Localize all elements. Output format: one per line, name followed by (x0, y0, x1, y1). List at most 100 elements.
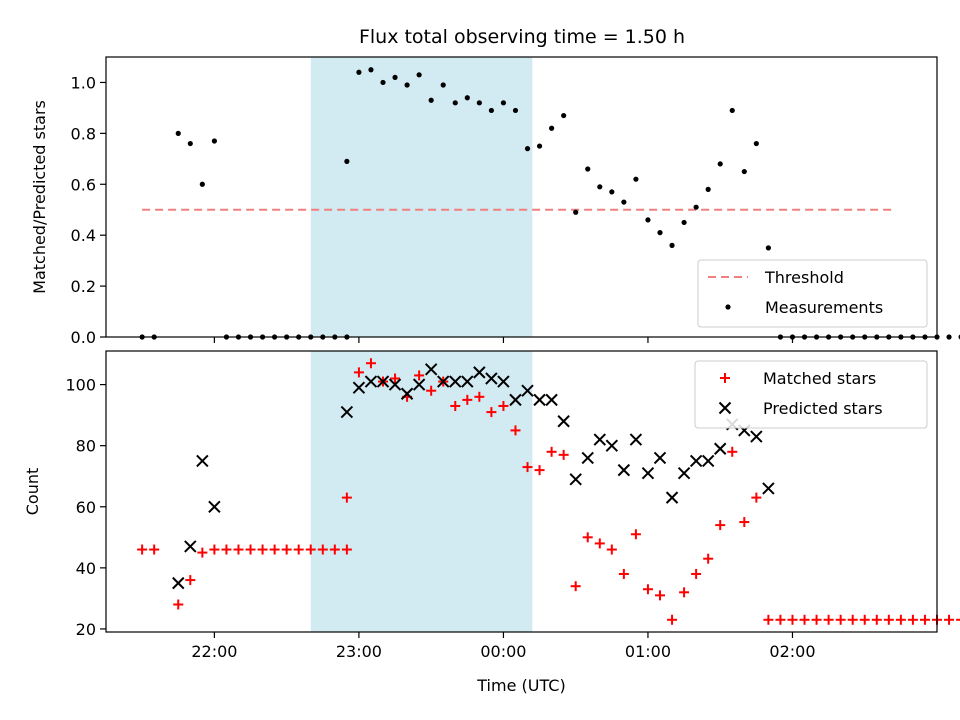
measurement-point (765, 245, 771, 251)
predicted-star-point (521, 384, 534, 397)
xtick-label: 23:00 (336, 642, 382, 661)
top-ytick-label: 0.8 (71, 124, 96, 143)
predicted-star-point (593, 433, 606, 446)
matched-star-point (450, 400, 461, 411)
matched-star-point (498, 400, 509, 411)
top-ytick-label: 0.6 (71, 175, 96, 194)
matched-star-point (305, 544, 316, 555)
predicted-star-point (509, 393, 522, 407)
legend-plus-marker (720, 373, 730, 383)
measurement-point (621, 199, 627, 205)
predicted-star-point (750, 430, 763, 443)
bottom-legend: Matched stars Predicted stars (694, 360, 928, 429)
matched-star-point (185, 575, 196, 586)
predicted-star-point (569, 473, 582, 486)
predicted-star-points (172, 363, 775, 590)
measurement-point (404, 82, 410, 88)
bottom-x-ticks: 22:00 23:00 00:00 01:00 02:00 (191, 632, 816, 661)
legend-measurements-swatch (725, 304, 731, 310)
measurement-point (681, 219, 687, 226)
matched-star-point (390, 373, 401, 384)
matched-star-point (341, 544, 352, 555)
measurement-point (549, 125, 555, 131)
matched-star-point (558, 449, 569, 460)
measurement-point (356, 69, 362, 75)
predicted-star-point (605, 439, 619, 452)
xtick-label: 02:00 (769, 642, 815, 661)
legend-predicted-label: Predicted stars (763, 399, 883, 418)
top-y-ticks: 0.0 0.2 0.4 0.6 0.8 1.0 (71, 73, 106, 347)
top-ytick-label: 1.0 (71, 73, 96, 92)
matched-star-point (546, 446, 557, 457)
legend-threshold-label: Threshold (764, 268, 844, 287)
matched-star-point (149, 544, 160, 555)
predicted-star-point (184, 540, 197, 553)
xtick-label: 22:00 (191, 642, 237, 661)
matched-star-point (474, 391, 485, 402)
matched-star-point (329, 544, 340, 555)
measurement-point (645, 217, 651, 223)
legend-matched-label: Matched stars (763, 369, 876, 388)
measurement-point (597, 184, 603, 190)
matched-star-point (462, 394, 473, 405)
matched-star-point (173, 599, 184, 610)
measurement-point (416, 72, 422, 78)
matched-star-point (293, 544, 304, 555)
matched-star-point (510, 425, 521, 436)
matched-star-point (209, 544, 220, 555)
predicted-star-point (581, 451, 594, 465)
bot-ytick-label: 20 (76, 620, 96, 639)
matched-star-point (691, 568, 702, 579)
legend-predicted-swatch (718, 401, 732, 415)
matched-star-point (534, 465, 545, 476)
predicted-star-point (376, 375, 390, 388)
predicted-star-point (545, 393, 558, 407)
top-ytick-label: 0.2 (71, 277, 96, 296)
bot-ytick-label: 60 (76, 498, 96, 517)
matched-star-point (727, 446, 738, 457)
measurement-point (633, 176, 639, 182)
measurement-point (693, 204, 699, 210)
measurement-point (536, 143, 543, 149)
matched-star-point (835, 614, 846, 625)
measurement-point (753, 140, 759, 147)
xtick-label: 01:00 (625, 642, 671, 661)
matched-star-point (317, 544, 328, 555)
measurement-points (139, 67, 960, 340)
matched-star-point (365, 358, 376, 369)
predicted-star-point (437, 375, 450, 388)
predicted-star-point (557, 415, 570, 428)
bottom-panel: 20 40 60 80 100 22:00 23:00 00:00 01:00 02:00 Co… (23, 350, 960, 695)
matched-star-point (281, 544, 292, 555)
bot-ytick-label: 40 (76, 559, 96, 578)
matched-star-point (775, 614, 786, 625)
matched-star-point (667, 614, 678, 625)
matched-star-point (919, 614, 930, 625)
matched-star-point (956, 618, 960, 621)
measurement-point (344, 158, 350, 164)
top-axes-frame (105, 56, 938, 338)
matched-star-point (823, 614, 834, 625)
measurement-point (464, 95, 470, 101)
measurement-point (573, 209, 579, 215)
matched-star-point (763, 614, 774, 625)
matched-star-point (847, 614, 858, 625)
measurement-point (512, 107, 519, 114)
matched-star-point (618, 568, 629, 579)
predicted-star-point (473, 366, 486, 379)
chart-title: Flux total observing time = 1.50 h (359, 26, 685, 48)
top-observing-interval-shade (310, 57, 533, 337)
measurement-point (187, 140, 193, 147)
matched-star-point (871, 614, 882, 625)
measurement-point (717, 161, 723, 167)
matched-star-point (221, 544, 232, 555)
matched-star-point (811, 614, 822, 625)
predicted-star-point (641, 466, 655, 480)
matched-star-point (799, 614, 810, 625)
predicted-star-point (196, 454, 209, 468)
predicted-star-point (701, 454, 715, 468)
predicted-star-point (617, 463, 631, 477)
predicted-star-point (653, 451, 667, 465)
xtick-label: 00:00 (480, 642, 526, 661)
